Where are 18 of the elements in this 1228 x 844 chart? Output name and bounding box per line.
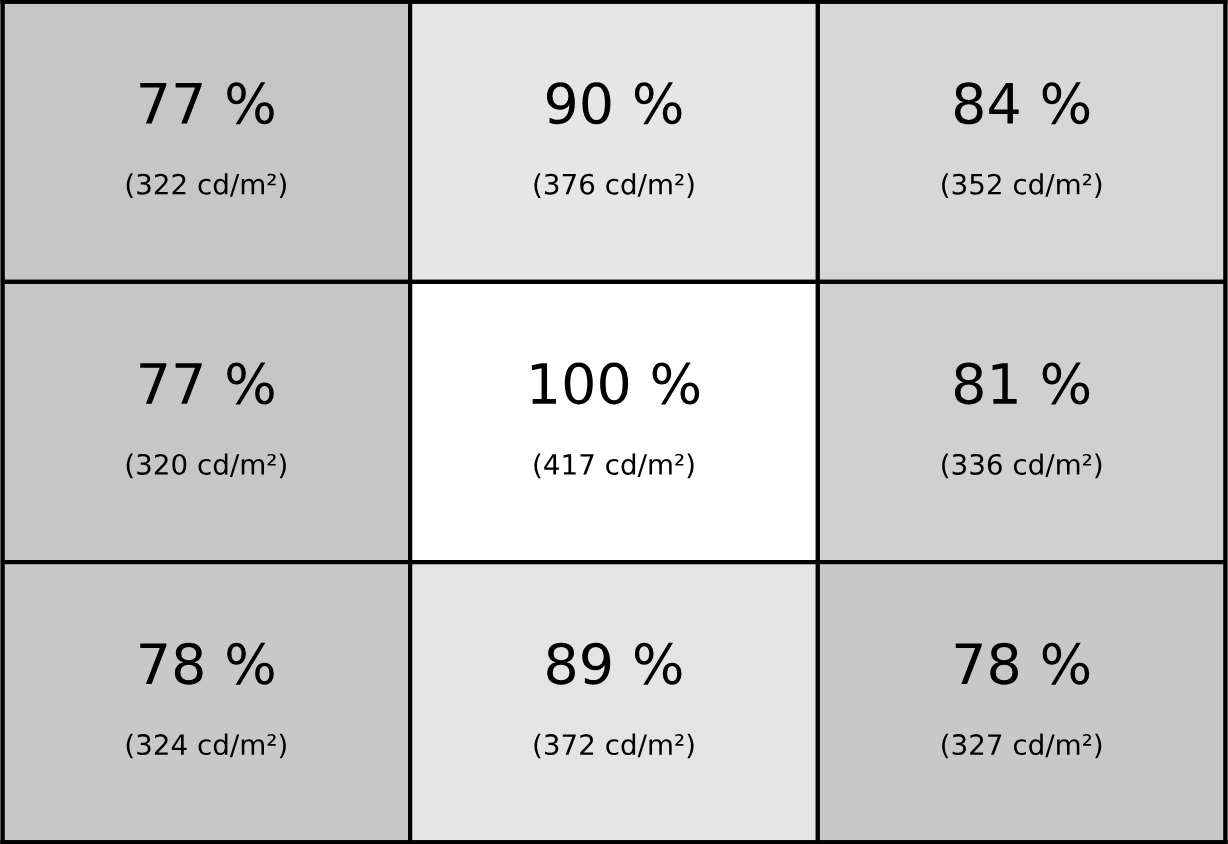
- data-label: 89 %: [547, 642, 682, 685]
- annotation: (372 cd/m²): [534, 733, 694, 759]
- data-label: 78 %: [140, 642, 274, 685]
- data-label: 77 %: [140, 362, 274, 405]
- annotation: (327 cd/m²): [942, 733, 1102, 759]
- annotation: (322 cd/m²): [126, 173, 286, 198]
- data-label: 84 %: [954, 82, 1090, 125]
- data-label: 81 %: [954, 362, 1090, 405]
- annotation: (320 cd/m²): [126, 453, 286, 479]
- annotation: (336 cd/m²): [942, 453, 1102, 479]
- data-label: 100 %: [531, 362, 700, 405]
- data-label: 77 %: [140, 82, 274, 125]
- data-label: 90 %: [546, 82, 682, 125]
- annotation: (417 cd/m²): [534, 453, 694, 479]
- data-label: 78 %: [955, 642, 1090, 685]
- annotation: (324 cd/m²): [126, 733, 286, 759]
- annotation: (376 cd/m²): [534, 173, 694, 198]
- annotation: (352 cd/m²): [942, 173, 1102, 198]
